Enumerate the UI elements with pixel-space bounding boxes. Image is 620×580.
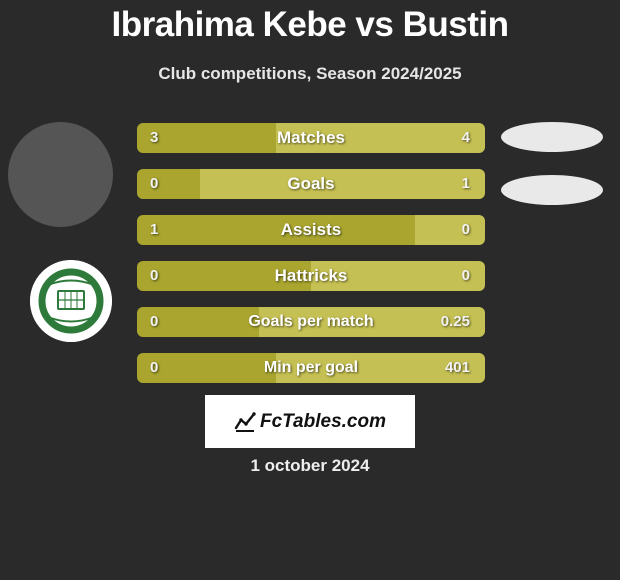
stat-value-left: 0 [150, 169, 158, 199]
stat-row: Goals0 1 [0, 169, 620, 199]
stat-row: Hattricks0 0 [0, 261, 620, 291]
stat-value-right: 1 [462, 169, 470, 199]
page-title: Ibrahima Kebe vs Bustin [0, 5, 620, 45]
stat-row: Min per goal0 401 [0, 353, 620, 383]
stat-label: Min per goal [137, 353, 485, 383]
stat-row: Matches3 4 [0, 123, 620, 153]
chart-icon [234, 411, 256, 433]
stat-value-left: 0 [150, 261, 158, 291]
stat-row: Assists1 0 [0, 215, 620, 245]
stat-label: Hattricks [137, 261, 485, 291]
stat-value-right: 0.25 [441, 307, 470, 337]
watermark-label: FcTables.com [234, 411, 386, 433]
stat-value-left: 3 [150, 123, 158, 153]
stat-value-right: 401 [445, 353, 470, 383]
stat-value-right: 0 [462, 215, 470, 245]
watermark-text: FcTables.com [260, 411, 386, 433]
page-subtitle: Club competitions, Season 2024/2025 [0, 64, 620, 84]
stat-label: Goals per match [137, 307, 485, 337]
stat-value-left: 1 [150, 215, 158, 245]
stat-row: Goals per match0 0.25 [0, 307, 620, 337]
stat-value-left: 0 [150, 307, 158, 337]
stat-value-left: 0 [150, 353, 158, 383]
stat-label: Goals [137, 169, 485, 199]
watermark-box: FcTables.com [205, 395, 415, 448]
stat-value-right: 0 [462, 261, 470, 291]
stat-label: Matches [137, 123, 485, 153]
stat-value-right: 4 [462, 123, 470, 153]
date-line: 1 october 2024 [0, 456, 620, 476]
stat-label: Assists [137, 215, 485, 245]
